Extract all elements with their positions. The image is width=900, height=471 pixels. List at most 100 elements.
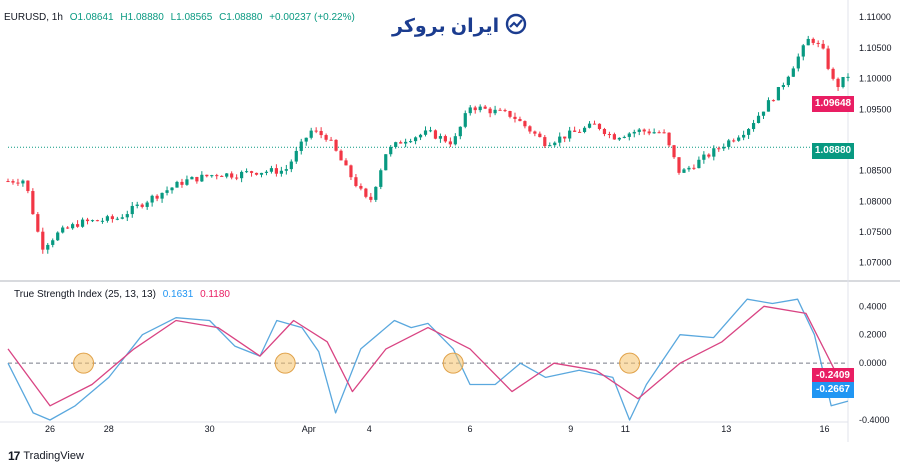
price-tag-current-label: 1.09648 bbox=[814, 98, 852, 109]
candle bbox=[359, 183, 363, 191]
candle bbox=[31, 188, 35, 215]
candle-body bbox=[41, 231, 45, 250]
candle bbox=[761, 111, 766, 119]
candle-body bbox=[632, 131, 636, 134]
candle-body bbox=[349, 165, 353, 178]
candle bbox=[150, 194, 154, 207]
candle-body bbox=[582, 127, 587, 132]
candle-body bbox=[359, 185, 363, 189]
candle bbox=[642, 128, 646, 135]
candle bbox=[130, 201, 134, 218]
candle-body bbox=[756, 115, 761, 124]
candle bbox=[6, 178, 10, 183]
candle-body bbox=[707, 154, 711, 157]
candle bbox=[195, 176, 199, 184]
candle-body bbox=[56, 232, 60, 241]
candle-body bbox=[592, 123, 597, 125]
candle-body bbox=[612, 134, 616, 140]
broker-logo-text: ایران بروکر bbox=[392, 16, 500, 37]
candle bbox=[667, 132, 671, 148]
candle-body bbox=[334, 139, 338, 151]
candle bbox=[215, 173, 219, 180]
candle-body bbox=[150, 195, 154, 203]
candle bbox=[314, 127, 318, 134]
candle bbox=[423, 126, 428, 137]
candle bbox=[627, 132, 631, 141]
candle-body bbox=[175, 181, 179, 188]
candle bbox=[518, 116, 522, 122]
candle-body bbox=[235, 177, 239, 179]
candle-body bbox=[394, 142, 398, 147]
candle bbox=[125, 210, 129, 222]
candle-body bbox=[389, 146, 393, 155]
candle-body bbox=[240, 171, 244, 179]
candle bbox=[185, 175, 189, 186]
candle bbox=[259, 172, 264, 178]
candle bbox=[587, 121, 592, 129]
candle-body bbox=[200, 174, 204, 182]
candle bbox=[478, 104, 482, 113]
grid-lines bbox=[0, 0, 900, 442]
candle bbox=[781, 82, 785, 90]
candle-body bbox=[846, 76, 850, 78]
price-tag-current: 1.09648 bbox=[812, 96, 854, 112]
candle-body bbox=[26, 180, 30, 192]
candle-body bbox=[791, 68, 795, 77]
candle-body bbox=[473, 107, 477, 111]
candle-body bbox=[289, 161, 293, 170]
candle-body bbox=[61, 227, 65, 233]
candle bbox=[289, 159, 293, 173]
time-tick-label: 30 bbox=[205, 424, 215, 434]
candle-body bbox=[75, 224, 80, 227]
candle-body bbox=[210, 175, 214, 177]
symbol-label: EURUSD, 1h bbox=[4, 12, 63, 23]
candle bbox=[249, 170, 254, 177]
candle-body bbox=[811, 38, 815, 43]
candle-body bbox=[21, 180, 25, 184]
candle-body bbox=[329, 139, 333, 141]
candle bbox=[210, 174, 214, 178]
price-tick-label: 1.07000 bbox=[859, 258, 892, 268]
candle-body bbox=[597, 123, 602, 130]
candle bbox=[220, 175, 224, 177]
tradingview-brand[interactable]: 17 TradingView bbox=[8, 449, 84, 463]
candle-body bbox=[836, 78, 840, 88]
candle bbox=[264, 170, 269, 176]
candle bbox=[662, 129, 666, 134]
candle-body bbox=[746, 129, 751, 135]
candle bbox=[230, 171, 234, 180]
candle bbox=[299, 138, 303, 155]
candle bbox=[483, 104, 487, 110]
candle-body bbox=[766, 100, 771, 112]
tsi-tag-signal-label: -0.2409 bbox=[816, 370, 850, 381]
candle bbox=[294, 147, 298, 164]
candle-body bbox=[409, 141, 413, 143]
time-tick-label: Apr bbox=[302, 424, 316, 434]
candle-body bbox=[727, 140, 731, 147]
candle-body bbox=[140, 204, 144, 207]
candle-body bbox=[652, 132, 656, 134]
price-tick-label: 1.08500 bbox=[859, 166, 892, 176]
candle-body bbox=[662, 132, 666, 134]
candle bbox=[170, 187, 174, 194]
candle-body bbox=[145, 202, 149, 207]
candle bbox=[413, 136, 418, 145]
crossover-marker bbox=[73, 352, 95, 374]
chart-trend-icon bbox=[505, 13, 527, 40]
candle bbox=[458, 126, 462, 140]
candle-body bbox=[463, 113, 467, 127]
candle-body bbox=[717, 148, 721, 150]
candle bbox=[766, 97, 771, 112]
candle-body bbox=[170, 187, 174, 191]
candle-body bbox=[458, 126, 462, 137]
price-tick-label: 1.11000 bbox=[859, 12, 891, 22]
candle bbox=[235, 174, 239, 181]
candle-body bbox=[404, 141, 408, 144]
candle bbox=[11, 179, 15, 185]
candle bbox=[826, 45, 830, 71]
time-tick-label: 9 bbox=[568, 424, 573, 434]
candle bbox=[841, 77, 845, 89]
candle bbox=[404, 138, 408, 148]
tradingview-brand-text: TradingView bbox=[23, 450, 84, 462]
tsi-line bbox=[7, 298, 849, 421]
